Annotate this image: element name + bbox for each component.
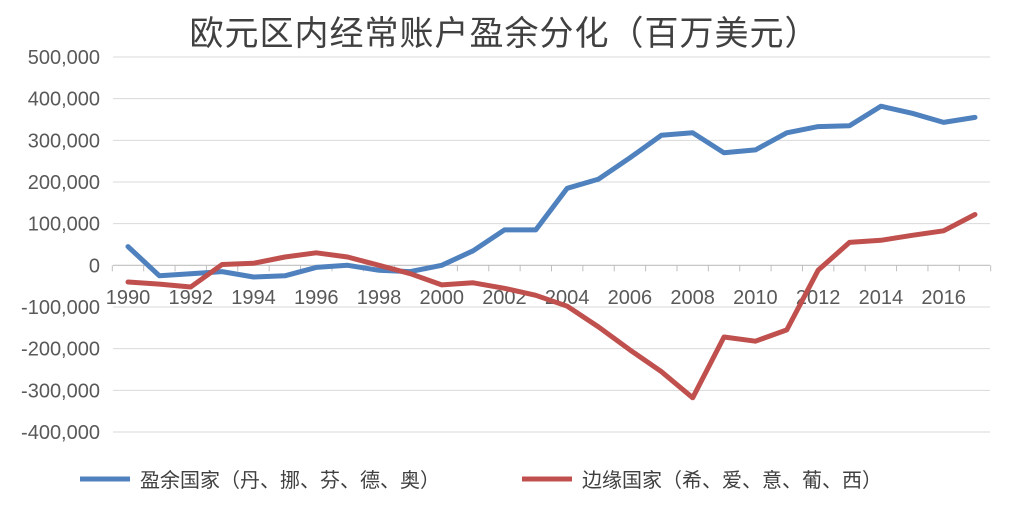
x-axis-tick-labels: 1990 1992 1994 1996 1998 2000 2002 2004 2006 2008… xyxy=(106,287,966,309)
data-point xyxy=(533,227,538,232)
data-point xyxy=(878,104,883,109)
data-point xyxy=(439,282,444,287)
y-tick-label: -100,000 xyxy=(21,297,100,319)
data-point xyxy=(690,395,695,400)
x-tick-label: 2016 xyxy=(921,287,966,309)
data-point xyxy=(188,285,193,290)
data-point xyxy=(910,111,915,116)
y-tick-label: -300,000 xyxy=(21,380,100,402)
legend-label-0: 盈余国家（丹、挪、芬、德、奥） xyxy=(140,468,440,492)
x-axis-zero-line xyxy=(111,264,992,272)
data-point xyxy=(408,271,413,276)
data-point xyxy=(157,282,162,287)
data-point xyxy=(722,335,727,340)
data-point xyxy=(251,275,256,280)
data-point xyxy=(659,369,664,374)
data-point xyxy=(314,265,319,270)
y-tick-label: 400,000 xyxy=(28,89,100,111)
data-point xyxy=(282,255,287,260)
data-point xyxy=(220,262,225,267)
y-tick-label: 300,000 xyxy=(28,130,100,152)
data-point xyxy=(596,177,601,182)
data-point xyxy=(690,130,695,135)
data-point xyxy=(941,120,946,125)
data-point xyxy=(188,271,193,276)
x-tick-label: 1990 xyxy=(106,287,151,309)
data-point xyxy=(345,255,350,260)
data-point xyxy=(753,339,758,344)
data-point xyxy=(376,263,381,268)
y-tick-label: 0 xyxy=(89,255,100,277)
data-point xyxy=(471,280,476,285)
data-point xyxy=(596,325,601,330)
y-tick-label: -400,000 xyxy=(21,422,100,444)
data-point xyxy=(627,155,632,160)
chart-title: 欧元区内经常账户盈余分化（百万美元） xyxy=(189,14,820,54)
x-tick-label: 1996 xyxy=(294,287,339,309)
x-tick-label: 1998 xyxy=(357,287,402,309)
data-point xyxy=(376,268,381,273)
data-point xyxy=(659,133,664,138)
data-point xyxy=(502,286,507,291)
data-point xyxy=(565,304,570,309)
data-point xyxy=(784,327,789,332)
data-point xyxy=(126,244,131,249)
data-point xyxy=(878,238,883,243)
x-tick-label: 1992 xyxy=(168,287,213,309)
x-tick-label: 1994 xyxy=(231,287,276,309)
data-point xyxy=(847,123,852,128)
y-tick-label: 100,000 xyxy=(28,214,100,236)
data-point xyxy=(157,273,162,278)
data-point xyxy=(126,280,131,285)
y-tick-label: -200,000 xyxy=(21,339,100,361)
series-line-0 xyxy=(125,103,978,280)
data-series xyxy=(125,103,978,401)
data-point xyxy=(784,130,789,135)
y-axis-tick-labels: 500,000 400,000 300,000 200,000 100,000 0 -100… xyxy=(21,47,100,444)
data-point xyxy=(533,293,538,298)
data-point xyxy=(565,186,570,191)
data-point xyxy=(502,227,507,232)
x-tick-label: 2000 xyxy=(419,287,464,309)
x-tick-label: 2014 xyxy=(859,287,904,309)
series-line-1 xyxy=(125,212,978,401)
data-point xyxy=(439,263,444,268)
data-point xyxy=(314,250,319,255)
data-point xyxy=(220,269,225,274)
data-point xyxy=(816,124,821,129)
data-point xyxy=(847,240,852,245)
data-point xyxy=(816,268,821,273)
data-point xyxy=(941,228,946,233)
legend: 盈余国家（丹、挪、芬、德、奥） 边缘国家（希、爱、意、葡、西） xyxy=(80,468,882,492)
data-point xyxy=(973,212,978,217)
y-tick-label: 200,000 xyxy=(28,172,100,194)
data-point xyxy=(722,150,727,155)
x-tick-label: 2008 xyxy=(670,287,715,309)
data-point xyxy=(251,261,256,266)
gridlines xyxy=(113,56,990,433)
data-point xyxy=(753,147,758,152)
x-tick-label: 2006 xyxy=(608,287,653,309)
data-point xyxy=(282,273,287,278)
data-point xyxy=(973,115,978,120)
data-point xyxy=(910,233,915,238)
data-point xyxy=(471,248,476,253)
y-tick-label: 500,000 xyxy=(28,47,100,69)
legend-label-1: 边缘国家（希、爱、意、葡、西） xyxy=(582,468,882,492)
data-point xyxy=(627,347,632,352)
data-point xyxy=(345,263,350,268)
x-tick-label: 2010 xyxy=(733,287,778,309)
